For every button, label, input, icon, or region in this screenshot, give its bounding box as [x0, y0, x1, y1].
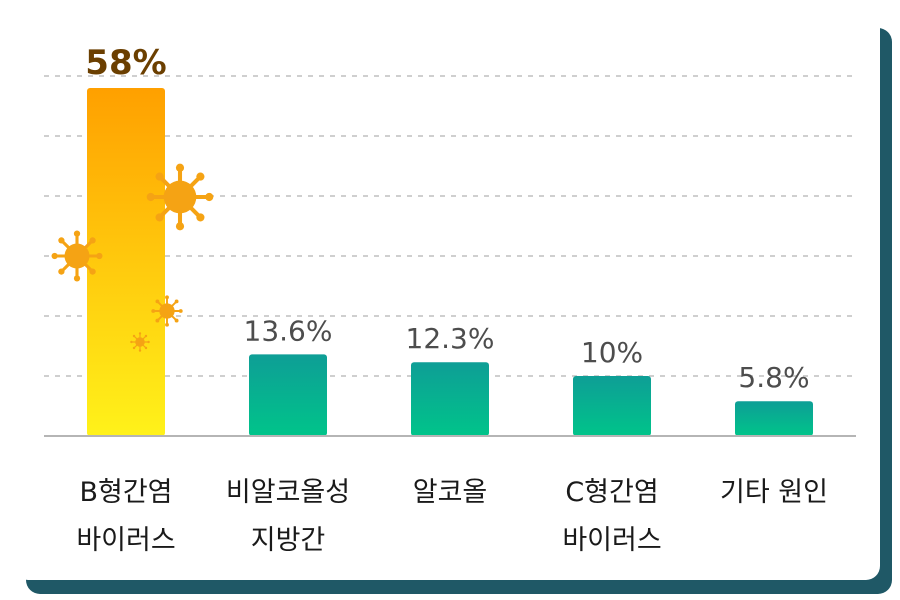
value-label: 12.3%	[406, 322, 495, 355]
bars	[87, 88, 813, 436]
bar	[735, 401, 813, 436]
category-label: 바이러스	[76, 525, 175, 556]
category-label: 지방간	[251, 525, 326, 556]
value-label: 5.8%	[738, 361, 809, 394]
category-label: C형간염	[565, 477, 658, 508]
value-labels: 58% 13.6% 12.3% 10% 5.8%	[85, 43, 809, 394]
bar	[411, 362, 489, 436]
category-label: 기타 원인	[720, 477, 828, 508]
category-label: 알코올	[413, 477, 488, 508]
category-label: 바이러스	[562, 525, 661, 556]
value-label: 10%	[581, 336, 643, 369]
category-label: B형간염	[79, 477, 172, 508]
category-label: 비알코올성	[226, 477, 350, 508]
bar	[249, 354, 327, 436]
bar	[573, 376, 651, 436]
value-label: 58%	[85, 43, 166, 83]
bar	[87, 88, 165, 436]
value-label: 13.6%	[244, 314, 333, 347]
